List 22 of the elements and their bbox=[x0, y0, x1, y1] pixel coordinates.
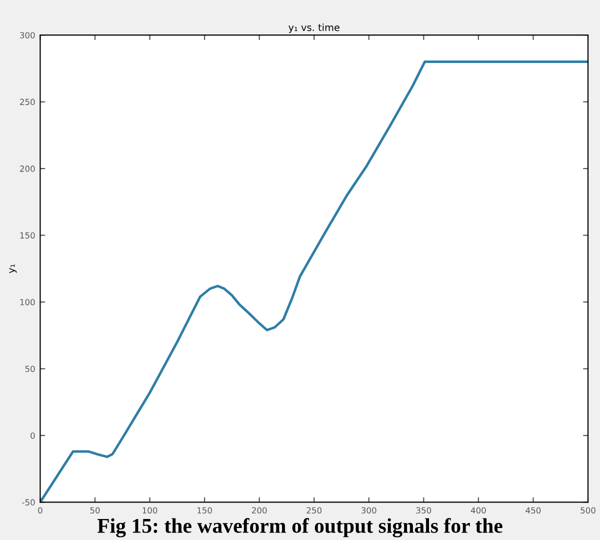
x-tick-label: 100 bbox=[142, 507, 158, 514]
y-axis-title: y₁ bbox=[9, 264, 17, 274]
y-tick-label: 150 bbox=[20, 232, 35, 239]
x-tick-label: 150 bbox=[198, 507, 212, 514]
x-tick-label: 400 bbox=[470, 507, 486, 514]
x-tick-label: 50 bbox=[90, 507, 100, 514]
x-tick-label: 300 bbox=[362, 507, 376, 514]
x-tick-label: 350 bbox=[416, 507, 432, 514]
x-tick-label: 0 bbox=[38, 507, 42, 514]
y-tick-label: 0 bbox=[30, 432, 35, 439]
x-tick-label: 250 bbox=[306, 507, 322, 514]
x-tick-label: 500 bbox=[580, 507, 596, 514]
y-tick-label: -50 bbox=[22, 499, 35, 506]
caption: Fig 15: the waveform of output signals for the bbox=[97, 518, 502, 538]
y-tick-label: 200 bbox=[20, 166, 35, 172]
y-tick-label: 250 bbox=[20, 98, 35, 106]
x-tick-label: 450 bbox=[526, 507, 541, 514]
y-tick-label: 100 bbox=[20, 298, 35, 306]
y-tick-label: 50 bbox=[25, 366, 35, 372]
chart-title: y₁ vs. time bbox=[288, 24, 340, 33]
y-tick-label: 300 bbox=[20, 32, 35, 38]
x-tick-label: 200 bbox=[252, 507, 267, 514]
